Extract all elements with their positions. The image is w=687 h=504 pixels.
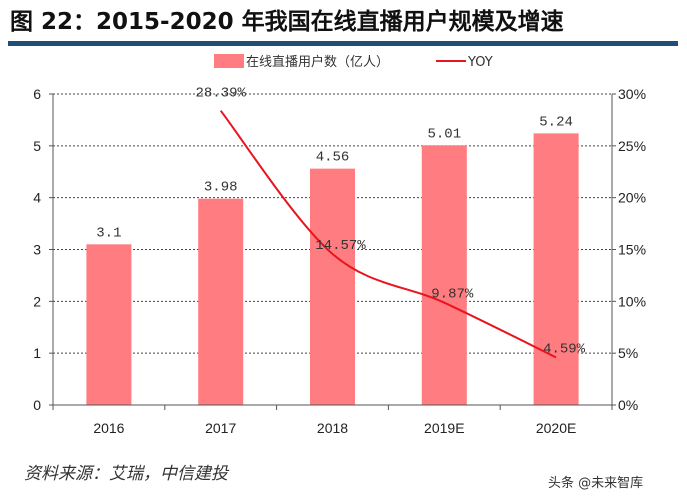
y-left-tick-label: 4 xyxy=(33,190,41,206)
y-left-tick-label: 3 xyxy=(33,242,41,258)
watermark: 头条 @未来智库 xyxy=(548,475,643,491)
y-left-tick-label: 5 xyxy=(33,138,41,154)
bar xyxy=(533,133,579,406)
yoy-data-label: 14.57% xyxy=(315,238,366,254)
y-left-tick-label: 2 xyxy=(33,293,41,309)
yoy-line xyxy=(219,110,557,359)
yoy-data-label: 4.59% xyxy=(543,341,586,357)
y-right-tick-label: 30% xyxy=(618,86,646,102)
bar xyxy=(421,145,467,405)
bar-data-label: 3.98 xyxy=(204,180,238,196)
legend: 在线直播用户数（亿人） YOY xyxy=(214,54,493,70)
x-tick-label: 2016 xyxy=(93,420,124,436)
y-right-tick-label: 0% xyxy=(618,397,638,413)
x-tick-label: 2018 xyxy=(317,420,348,436)
y-right-tick-label: 20% xyxy=(618,190,646,206)
x-tick-label: 2019E xyxy=(424,420,464,436)
bar xyxy=(310,168,355,405)
bar xyxy=(198,198,244,405)
bar-data-label: 5.24 xyxy=(539,114,573,130)
title-rule xyxy=(8,41,678,46)
y-left-tick-label: 1 xyxy=(33,345,41,361)
legend-line-label: YOY xyxy=(467,55,493,70)
x-tick-label: 2020E xyxy=(536,420,576,436)
bar xyxy=(86,244,132,405)
y-right-tick-label: 5% xyxy=(618,345,638,361)
y-right-tick-label: 15% xyxy=(618,242,646,258)
y-left-tick-label: 6 xyxy=(33,86,41,102)
figure-title: 图 22：2015-2020 年我国在线直播用户规模及增速 xyxy=(10,8,564,35)
legend-bar-swatch xyxy=(214,54,244,68)
yoy-data-label: 28.39% xyxy=(195,86,246,102)
legend-bar-label: 在线直播用户数（亿人） xyxy=(246,54,389,70)
y-left-tick-label: 0 xyxy=(33,397,41,413)
y-right-tick-label: 25% xyxy=(618,138,646,154)
bar-data-label: 3.1 xyxy=(96,225,121,241)
source-note: 资料来源：艾瑞，中信建投 xyxy=(24,464,230,484)
bar-data-label: 4.56 xyxy=(316,150,350,166)
y-right-tick-label: 10% xyxy=(618,293,646,309)
yoy-data-label: 9.87% xyxy=(431,287,474,303)
bar-data-label: 5.01 xyxy=(427,126,461,142)
x-tick-label: 2017 xyxy=(205,420,236,436)
